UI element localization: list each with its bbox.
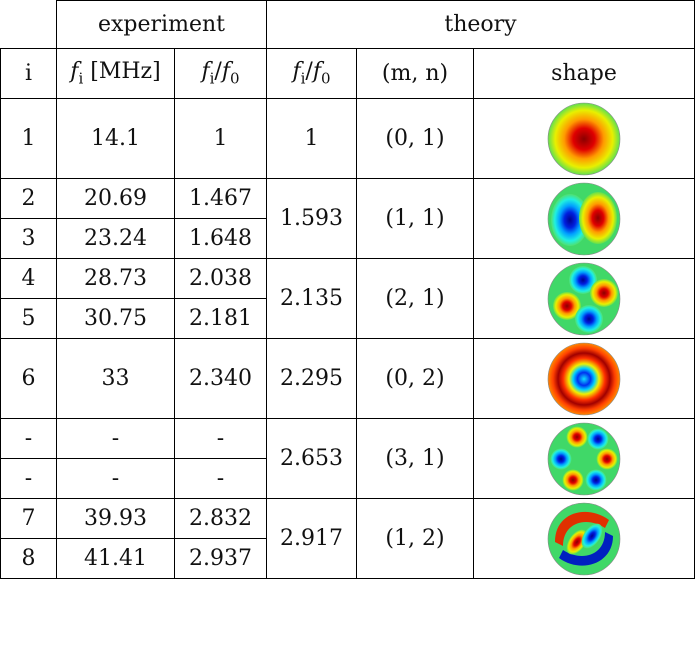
row-ratio: 1.648: [174, 218, 267, 259]
row-ratio: 1.467: [174, 178, 267, 219]
row-freq: 28.73: [56, 258, 175, 299]
row-i: 6: [0, 338, 57, 419]
col-shape-header: shape: [473, 48, 695, 99]
theory-mn: (1, 1): [356, 178, 474, 259]
row-freq: 39.93: [56, 498, 175, 539]
mode-3-1-image: [547, 422, 621, 495]
row-i: 5: [0, 298, 57, 339]
theory-ratio: 2.135: [266, 258, 357, 339]
experiment-header: experiment: [56, 0, 267, 49]
mode-0-1-image: [547, 102, 621, 175]
col-mn-header: (m, n): [356, 48, 474, 99]
row-freq: -: [56, 418, 175, 459]
theory-ratio: 1.593: [266, 178, 357, 259]
row-freq: 20.69: [56, 178, 175, 219]
row-freq: 23.24: [56, 218, 175, 259]
row-ratio: -: [174, 458, 267, 499]
row-freq: -: [56, 458, 175, 499]
mode-table: experiment theory i fi [MHz] fi/f0 fi/f0…: [0, 0, 695, 579]
mode-1-2-image: [547, 502, 621, 575]
mode-shape-3-1: [473, 418, 695, 499]
row-i: 8: [0, 538, 57, 579]
row-ratio: 2.340: [174, 338, 267, 419]
mode-shape-1-1: [473, 178, 695, 259]
theory-mn: (1, 2): [356, 498, 474, 579]
theory-header: theory: [266, 0, 695, 49]
mode-0-2-image: [547, 342, 621, 415]
row-ratio: -: [174, 418, 267, 459]
theory-mn: (0, 1): [356, 98, 474, 179]
theory-mn: (3, 1): [356, 418, 474, 499]
corner-cell: [0, 0, 57, 49]
row-freq: 30.75: [56, 298, 175, 339]
mode-shape-0-1: [473, 98, 695, 179]
mode-2-1-image: [547, 262, 621, 335]
row-freq: 41.41: [56, 538, 175, 579]
theory-ratio: 2.917: [266, 498, 357, 579]
mode-shape-2-1: [473, 258, 695, 339]
col-i-header: i: [0, 48, 57, 99]
row-i: -: [0, 418, 57, 459]
row-i: -: [0, 458, 57, 499]
row-i: 1: [0, 98, 57, 179]
row-ratio: 2.832: [174, 498, 267, 539]
theory-ratio: 2.295: [266, 338, 357, 419]
theory-mn: (0, 2): [356, 338, 474, 419]
row-ratio: 2.181: [174, 298, 267, 339]
row-i: 7: [0, 498, 57, 539]
col-exp-ratio-header: fi/f0: [174, 48, 267, 99]
row-i: 3: [0, 218, 57, 259]
row-i: 4: [0, 258, 57, 299]
mode-shape-0-2: [473, 338, 695, 419]
theory-ratio: 1: [266, 98, 357, 179]
mode-shape-1-2: [473, 498, 695, 579]
row-ratio: 1: [174, 98, 267, 179]
col-theory-ratio-header: fi/f0: [266, 48, 357, 99]
theory-ratio: 2.653: [266, 418, 357, 499]
row-freq: 33: [56, 338, 175, 419]
row-freq: 14.1: [56, 98, 175, 179]
row-ratio: 2.038: [174, 258, 267, 299]
row-ratio: 2.937: [174, 538, 267, 579]
theory-mn: (2, 1): [356, 258, 474, 339]
col-freq-header: fi [MHz]: [56, 48, 175, 99]
mode-1-1-image: [547, 182, 621, 255]
row-i: 2: [0, 178, 57, 219]
